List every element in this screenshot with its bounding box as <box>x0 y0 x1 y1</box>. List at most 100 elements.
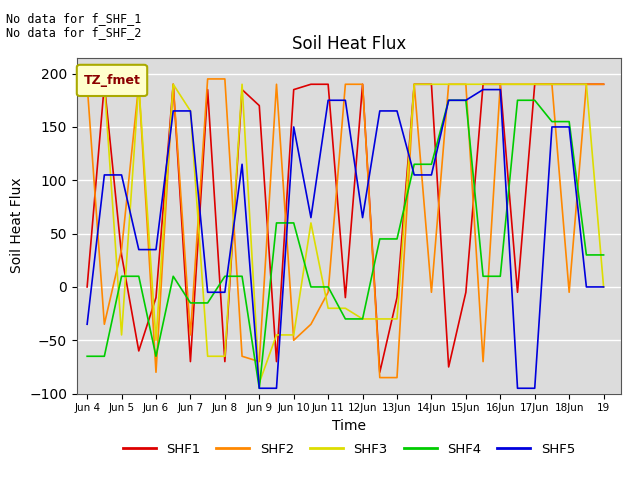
SHF1 <box>342 295 349 300</box>
SHF1 <box>187 359 195 364</box>
SHF2 <box>118 247 125 252</box>
SHF4 <box>83 353 91 359</box>
SHF1 <box>582 82 590 87</box>
SHF3 <box>204 353 211 359</box>
SHF2 <box>410 82 418 87</box>
SHF4 <box>462 97 470 103</box>
SHF4 <box>600 252 607 258</box>
SHF2 <box>582 82 590 87</box>
Text: TZ_fmet: TZ_fmet <box>84 74 140 87</box>
SHF2 <box>290 337 298 343</box>
SHF1 <box>410 82 418 87</box>
SHF1 <box>428 82 435 87</box>
SHF5 <box>324 97 332 103</box>
Title: Soil Heat Flux: Soil Heat Flux <box>292 35 406 53</box>
SHF5 <box>135 247 143 252</box>
SHF2 <box>221 76 228 82</box>
SHF1 <box>600 82 607 87</box>
Legend: SHF1, SHF2, SHF3, SHF4, SHF5: SHF1, SHF2, SHF3, SHF4, SHF5 <box>117 437 580 461</box>
SHF4 <box>152 353 160 359</box>
SHF1 <box>462 289 470 295</box>
SHF3 <box>324 305 332 311</box>
SHF2 <box>273 82 280 87</box>
SHF1 <box>255 103 263 108</box>
SHF3 <box>170 82 177 87</box>
SHF3 <box>187 108 195 114</box>
SHF1 <box>548 82 556 87</box>
SHF3 <box>514 82 522 87</box>
SHF5 <box>497 87 504 93</box>
SHF1 <box>273 359 280 364</box>
SHF5 <box>307 215 315 220</box>
SHF4 <box>376 236 383 242</box>
SHF1 <box>170 82 177 87</box>
SHF1 <box>445 364 452 370</box>
SHF3 <box>100 82 108 87</box>
SHF4 <box>238 274 246 279</box>
SHF5 <box>221 289 228 295</box>
SHF4 <box>255 385 263 391</box>
SHF1 <box>83 284 91 290</box>
SHF1 <box>359 82 367 87</box>
Y-axis label: Soil Heat Flux: Soil Heat Flux <box>10 178 24 274</box>
SHF3 <box>531 82 539 87</box>
SHF3 <box>83 82 91 87</box>
SHF2 <box>324 289 332 295</box>
SHF2 <box>497 82 504 87</box>
Line: SHF1: SHF1 <box>87 84 604 372</box>
SHF4 <box>135 274 143 279</box>
SHF5 <box>600 284 607 290</box>
SHF2 <box>376 375 383 381</box>
SHF3 <box>565 82 573 87</box>
SHF2 <box>135 82 143 87</box>
SHF1 <box>152 295 160 300</box>
SHF5 <box>170 108 177 114</box>
SHF5 <box>273 385 280 391</box>
SHF1 <box>514 289 522 295</box>
SHF5 <box>548 124 556 130</box>
SHF1 <box>221 359 228 364</box>
SHF1 <box>497 82 504 87</box>
SHF5 <box>428 172 435 178</box>
SHF3 <box>445 82 452 87</box>
SHF4 <box>565 119 573 124</box>
SHF3 <box>359 316 367 322</box>
SHF5 <box>565 124 573 130</box>
SHF3 <box>462 82 470 87</box>
SHF5 <box>445 97 452 103</box>
SHF5 <box>83 322 91 327</box>
SHF5 <box>342 97 349 103</box>
SHF1 <box>135 348 143 354</box>
Line: SHF4: SHF4 <box>87 100 604 388</box>
SHF2 <box>83 82 91 87</box>
SHF2 <box>565 289 573 295</box>
SHF4 <box>548 119 556 124</box>
Text: No data for f_SHF_2: No data for f_SHF_2 <box>6 26 142 39</box>
SHF4 <box>342 316 349 322</box>
SHF4 <box>187 300 195 306</box>
SHF3 <box>497 82 504 87</box>
SHF2 <box>531 82 539 87</box>
SHF3 <box>393 316 401 322</box>
SHF3 <box>135 82 143 87</box>
SHF4 <box>582 252 590 258</box>
SHF1 <box>118 252 125 258</box>
SHF2 <box>342 82 349 87</box>
SHF4 <box>445 97 452 103</box>
SHF4 <box>273 220 280 226</box>
SHF4 <box>531 97 539 103</box>
SHF2 <box>187 332 195 338</box>
Line: SHF2: SHF2 <box>87 79 604 378</box>
SHF3 <box>582 82 590 87</box>
SHF1 <box>307 82 315 87</box>
SHF3 <box>428 82 435 87</box>
Line: SHF3: SHF3 <box>87 84 604 383</box>
SHF1 <box>204 87 211 93</box>
SHF4 <box>497 274 504 279</box>
SHF1 <box>376 370 383 375</box>
SHF1 <box>238 87 246 93</box>
SHF4 <box>204 300 211 306</box>
SHF1 <box>565 82 573 87</box>
SHF5 <box>204 289 211 295</box>
SHF3 <box>342 305 349 311</box>
